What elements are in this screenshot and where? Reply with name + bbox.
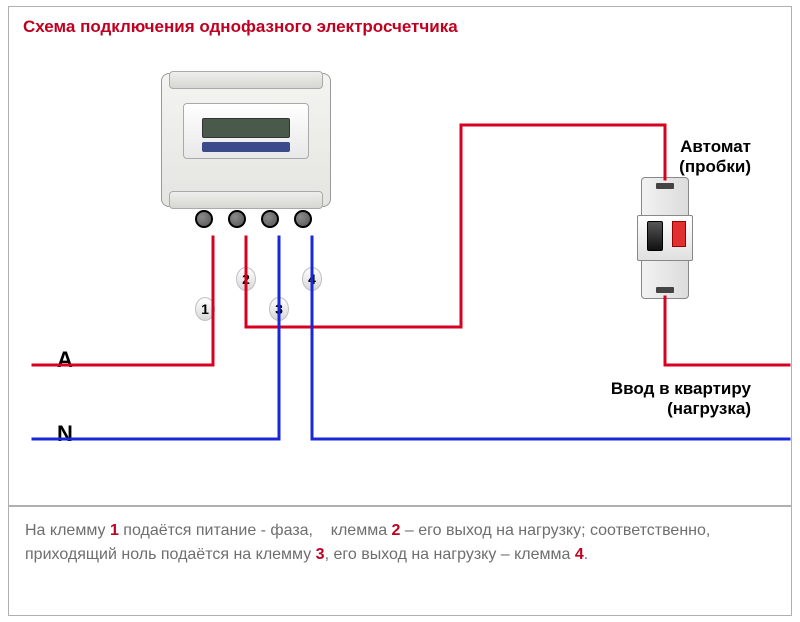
caption-text: На клемму 1 подаётся питание - фаза, кле… — [25, 522, 710, 563]
meter-lcd — [202, 118, 290, 138]
terminal-1 — [195, 210, 213, 228]
terminal-4 — [294, 210, 312, 228]
electric-meter — [161, 73, 331, 207]
load-label: Ввод в квартиру (нагрузка) — [581, 379, 751, 419]
caption-panel: На клемму 1 подаётся питание - фаза, кле… — [8, 506, 792, 616]
terminal-label-1: 1 — [195, 297, 215, 321]
neutral-letter: N — [57, 421, 73, 447]
terminal-3 — [261, 210, 279, 228]
phase-letter: A — [57, 347, 73, 373]
breaker-toggle — [647, 221, 663, 251]
terminal-label-4: 4 — [302, 267, 322, 291]
diagram-panel: Схема подключения однофазного электросче… — [8, 6, 792, 506]
terminal-label-3: 3 — [269, 297, 289, 321]
terminal-2 — [228, 210, 246, 228]
breaker-tag — [672, 221, 686, 247]
circuit-breaker — [641, 177, 689, 299]
terminal-label-2: 2 — [236, 267, 256, 291]
breaker-label: Автомат (пробки) — [631, 137, 751, 177]
diagram-title: Схема подключения однофазного электросче… — [23, 17, 458, 37]
